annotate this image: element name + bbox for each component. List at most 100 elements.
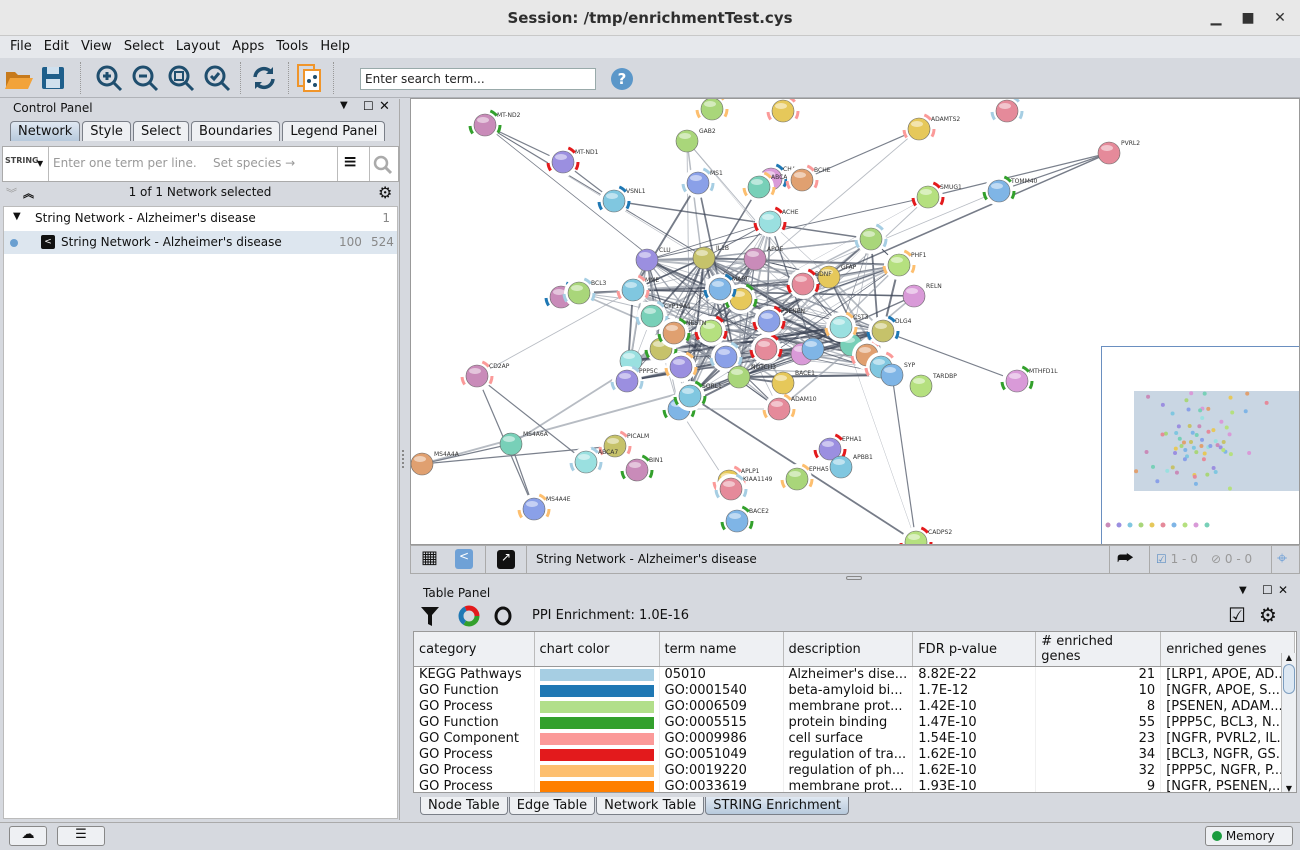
- memory-button[interactable]: Memory: [1205, 826, 1293, 846]
- share-network-icon[interactable]: [295, 64, 325, 92]
- network-node[interactable]: [749, 332, 783, 366]
- set-species-link[interactable]: Set species →: [213, 156, 296, 170]
- edge[interactable]: [740, 298, 884, 332]
- network-node[interactable]: ABCA1: [742, 170, 791, 204]
- network-node[interactable]: BDNF: [786, 267, 832, 301]
- network-node[interactable]: CST3: [824, 310, 869, 344]
- edge[interactable]: [613, 200, 872, 240]
- menu-tools[interactable]: Tools: [276, 39, 309, 54]
- tab-boundaries[interactable]: Boundaries: [191, 121, 281, 141]
- network-node[interactable]: PSENEN: [752, 304, 805, 338]
- network-node[interactable]: [854, 222, 888, 256]
- network-node[interactable]: SYP: [880, 362, 915, 387]
- filter-icon[interactable]: [420, 605, 440, 627]
- column-header[interactable]: FDR p-value: [912, 632, 1037, 667]
- expand-all-icon[interactable]: ︽: [23, 187, 34, 200]
- clear-chart-icon[interactable]: [492, 605, 514, 627]
- column-header[interactable]: description: [783, 632, 914, 667]
- edge[interactable]: [484, 124, 767, 350]
- task-list-icon[interactable]: ☰: [57, 826, 105, 846]
- network-node[interactable]: EPHA5: [780, 462, 829, 496]
- network-node[interactable]: MT-ND1: [546, 145, 599, 179]
- horizontal-splitter-handle[interactable]: [846, 576, 862, 580]
- network-node[interactable]: GAB2: [675, 128, 716, 153]
- tab-node-table[interactable]: Node Table: [420, 797, 508, 815]
- table-row[interactable]: GO Component GO:0009986 cell surface 1.54E-…: [414, 730, 1295, 747]
- close-panel-icon[interactable]: ✕: [379, 99, 390, 114]
- table-row[interactable]: GO Process GO:0051049 regulation of tra...…: [414, 746, 1295, 763]
- select-all-checkbox-icon[interactable]: ☑: [1228, 603, 1246, 627]
- collection-row[interactable]: ▼ String Network - Alzheimer's disease 1: [4, 207, 397, 231]
- open-folder-icon[interactable]: [4, 64, 34, 92]
- network-node[interactable]: NOTCH3: [727, 364, 776, 389]
- table-row[interactable]: KEGG Pathways 05010 Alzheimer's dise... 8.8…: [414, 666, 1295, 683]
- export-icon[interactable]: ⮫: [1117, 548, 1134, 569]
- edge[interactable]: [660, 128, 920, 350]
- network-node[interactable]: [695, 99, 729, 126]
- network-node[interactable]: CYP19A1: [635, 299, 691, 333]
- column-header[interactable]: chart color: [534, 632, 660, 667]
- minimize-button[interactable]: ▁: [1210, 10, 1222, 26]
- network-node[interactable]: [766, 99, 800, 128]
- column-header[interactable]: # enriched genes: [1035, 632, 1162, 667]
- network-node[interactable]: ACHE: [753, 205, 799, 239]
- network-canvas[interactable]: MT-ND2 MT-ND1 VSNL1 GAB2 ADAMTS2 PVRL2 TOMM40 S…: [410, 98, 1300, 545]
- edge[interactable]: [891, 374, 917, 543]
- network-node[interactable]: MS4A6A: [499, 431, 549, 456]
- network-node[interactable]: CADPS2: [899, 525, 952, 545]
- tab-legend-panel[interactable]: Legend Panel: [282, 121, 386, 141]
- search-icon[interactable]: [373, 155, 393, 175]
- edge[interactable]: [768, 320, 884, 332]
- share-icon[interactable]: <: [455, 549, 473, 569]
- edge[interactable]: [703, 238, 872, 259]
- expand-triangle-icon[interactable]: ▼: [13, 211, 21, 222]
- panel-menu-icon[interactable]: ▼: [340, 100, 348, 111]
- edge[interactable]: [632, 182, 699, 291]
- edge[interactable]: [801, 128, 920, 181]
- tab-select[interactable]: Select: [132, 121, 190, 141]
- edge[interactable]: [646, 259, 900, 266]
- float-panel-icon[interactable]: ☐: [363, 99, 374, 113]
- table-row[interactable]: GO Process GO:0006509 membrane prot... 1.42…: [414, 698, 1295, 715]
- chart-ring-icon[interactable]: [458, 605, 480, 627]
- edge[interactable]: [680, 366, 893, 376]
- tab-string-enrichment[interactable]: STRING Enrichment: [705, 797, 849, 815]
- edge[interactable]: [927, 152, 1110, 198]
- menu-select[interactable]: Select: [123, 39, 164, 54]
- edge[interactable]: [646, 196, 929, 261]
- network-node[interactable]: PPP5C: [610, 364, 658, 398]
- network-node[interactable]: MS4A4E: [517, 492, 571, 526]
- network-node[interactable]: BACE1: [771, 370, 815, 395]
- menu-file[interactable]: File: [10, 39, 32, 54]
- network-node[interactable]: [694, 314, 728, 348]
- grid-view-icon[interactable]: ▦: [421, 547, 439, 568]
- network-node[interactable]: [664, 350, 698, 384]
- edge[interactable]: [738, 374, 893, 378]
- network-node[interactable]: CD2AP: [460, 359, 510, 393]
- table-row[interactable]: GO Process GO:0033619 membrane prot... 1.93…: [414, 778, 1295, 792]
- maximize-button[interactable]: ■: [1241, 10, 1255, 26]
- network-node[interactable]: MTHFD1L: [1000, 364, 1058, 398]
- table-row[interactable]: GO Function GO:0005515 protein binding 1.47…: [414, 714, 1295, 731]
- network-node[interactable]: TOMM40: [982, 174, 1038, 208]
- network-node[interactable]: DLG4: [866, 314, 912, 348]
- menu-apps[interactable]: Apps: [232, 39, 265, 54]
- network-node[interactable]: ADAMTS2: [902, 112, 960, 146]
- menu-help[interactable]: Help: [320, 39, 350, 54]
- float-panel-icon[interactable]: ☐: [1262, 583, 1273, 597]
- tab-style[interactable]: Style: [82, 121, 131, 141]
- chevron-down-icon[interactable]: ▼: [37, 159, 44, 168]
- table-row[interactable]: GO Process GO:0019220 regulation of ph... 1…: [414, 762, 1295, 779]
- column-header[interactable]: category: [414, 632, 535, 667]
- zoom-in-icon[interactable]: [95, 64, 125, 92]
- network-node[interactable]: IL1B: [692, 245, 729, 270]
- network-node[interactable]: KIAA1149: [714, 472, 773, 506]
- tab-network-table[interactable]: Network Table: [596, 797, 705, 815]
- network-node[interactable]: SORL1: [673, 379, 722, 413]
- refresh-icon[interactable]: [249, 64, 279, 92]
- zoom-fit-icon[interactable]: [167, 64, 197, 92]
- edge[interactable]: [998, 152, 1110, 192]
- close-window-button[interactable]: ✕: [1274, 10, 1286, 26]
- network-node[interactable]: BCHE: [785, 163, 831, 197]
- column-header[interactable]: enriched genes: [1160, 632, 1295, 667]
